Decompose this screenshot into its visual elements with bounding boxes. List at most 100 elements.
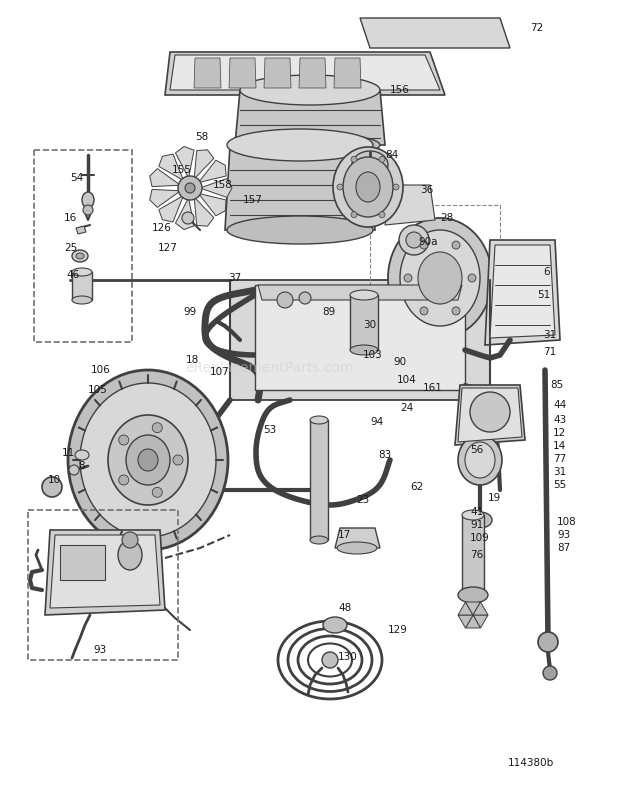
Ellipse shape xyxy=(108,415,188,505)
Text: 6: 6 xyxy=(543,267,549,277)
Ellipse shape xyxy=(178,176,202,200)
Ellipse shape xyxy=(462,510,484,520)
Polygon shape xyxy=(458,388,522,442)
Polygon shape xyxy=(360,18,510,48)
Text: 91: 91 xyxy=(470,520,483,530)
Ellipse shape xyxy=(42,477,62,497)
Bar xyxy=(310,420,328,540)
Text: 18: 18 xyxy=(186,355,199,365)
Ellipse shape xyxy=(82,192,94,208)
Ellipse shape xyxy=(352,151,388,179)
Polygon shape xyxy=(50,535,160,608)
Text: 17: 17 xyxy=(338,530,352,540)
Ellipse shape xyxy=(126,435,170,485)
Ellipse shape xyxy=(227,216,373,244)
Ellipse shape xyxy=(83,205,93,215)
Ellipse shape xyxy=(468,274,476,282)
Ellipse shape xyxy=(379,156,385,163)
Ellipse shape xyxy=(470,392,510,432)
Text: 129: 129 xyxy=(388,625,408,635)
Text: 55: 55 xyxy=(553,480,566,490)
Ellipse shape xyxy=(351,211,357,218)
Polygon shape xyxy=(458,602,473,615)
Text: 54: 54 xyxy=(70,173,83,183)
Text: 107: 107 xyxy=(210,367,230,377)
Polygon shape xyxy=(200,179,232,197)
Ellipse shape xyxy=(333,147,403,227)
Bar xyxy=(34,150,132,342)
Ellipse shape xyxy=(138,449,158,471)
Ellipse shape xyxy=(337,542,377,554)
Polygon shape xyxy=(385,185,435,225)
Polygon shape xyxy=(194,197,214,226)
Text: 105: 105 xyxy=(88,385,108,395)
Bar xyxy=(72,272,92,300)
Text: 72: 72 xyxy=(530,23,543,33)
Polygon shape xyxy=(45,530,165,615)
Text: 56: 56 xyxy=(470,445,483,455)
Text: 109: 109 xyxy=(470,533,490,543)
Text: 106: 106 xyxy=(91,365,111,375)
Text: 157: 157 xyxy=(243,195,263,205)
Polygon shape xyxy=(335,528,380,548)
Text: 58: 58 xyxy=(195,132,208,142)
Ellipse shape xyxy=(69,465,79,475)
Ellipse shape xyxy=(118,540,142,570)
Text: 127: 127 xyxy=(158,243,178,253)
Text: 156: 156 xyxy=(390,85,410,95)
Text: 104: 104 xyxy=(397,375,417,385)
Polygon shape xyxy=(175,147,194,178)
Text: 31: 31 xyxy=(553,467,566,477)
Text: 25: 25 xyxy=(64,243,78,253)
Polygon shape xyxy=(473,602,488,615)
Text: 12: 12 xyxy=(553,428,566,438)
Ellipse shape xyxy=(299,292,311,304)
Ellipse shape xyxy=(356,172,380,202)
Ellipse shape xyxy=(173,455,183,465)
Ellipse shape xyxy=(80,383,216,537)
Text: eReplacementParts.com: eReplacementParts.com xyxy=(186,361,354,375)
Ellipse shape xyxy=(351,156,357,163)
Text: 16: 16 xyxy=(64,213,78,223)
Ellipse shape xyxy=(406,232,422,248)
Ellipse shape xyxy=(350,345,378,355)
Polygon shape xyxy=(485,240,560,345)
Ellipse shape xyxy=(122,532,138,548)
Ellipse shape xyxy=(76,253,84,259)
Ellipse shape xyxy=(452,307,460,315)
Polygon shape xyxy=(466,615,480,628)
Polygon shape xyxy=(466,602,480,615)
Ellipse shape xyxy=(153,487,162,497)
Polygon shape xyxy=(194,150,214,179)
Polygon shape xyxy=(299,58,326,88)
Ellipse shape xyxy=(452,241,460,249)
Ellipse shape xyxy=(323,617,347,633)
Ellipse shape xyxy=(543,666,557,680)
Text: 83: 83 xyxy=(378,450,391,460)
Ellipse shape xyxy=(240,133,380,157)
Ellipse shape xyxy=(468,512,492,528)
Text: 36: 36 xyxy=(420,185,433,195)
Polygon shape xyxy=(159,154,184,180)
Text: 37: 37 xyxy=(228,273,241,283)
Ellipse shape xyxy=(350,290,378,300)
Ellipse shape xyxy=(420,307,428,315)
Ellipse shape xyxy=(72,268,92,276)
Text: 30: 30 xyxy=(363,320,376,330)
Text: 161: 161 xyxy=(423,383,443,393)
Polygon shape xyxy=(149,189,180,207)
Text: 103: 103 xyxy=(363,350,383,360)
Text: 90: 90 xyxy=(393,357,406,367)
Text: 89: 89 xyxy=(322,307,335,317)
Text: 28: 28 xyxy=(440,213,453,223)
Ellipse shape xyxy=(388,218,492,338)
Polygon shape xyxy=(225,145,375,230)
Text: 31: 31 xyxy=(543,330,556,340)
Text: 44: 44 xyxy=(553,400,566,410)
Text: 8: 8 xyxy=(78,461,84,471)
Text: 130: 130 xyxy=(338,652,358,662)
Polygon shape xyxy=(170,55,440,90)
Polygon shape xyxy=(334,58,361,88)
Text: 14: 14 xyxy=(553,441,566,451)
Ellipse shape xyxy=(322,652,338,668)
